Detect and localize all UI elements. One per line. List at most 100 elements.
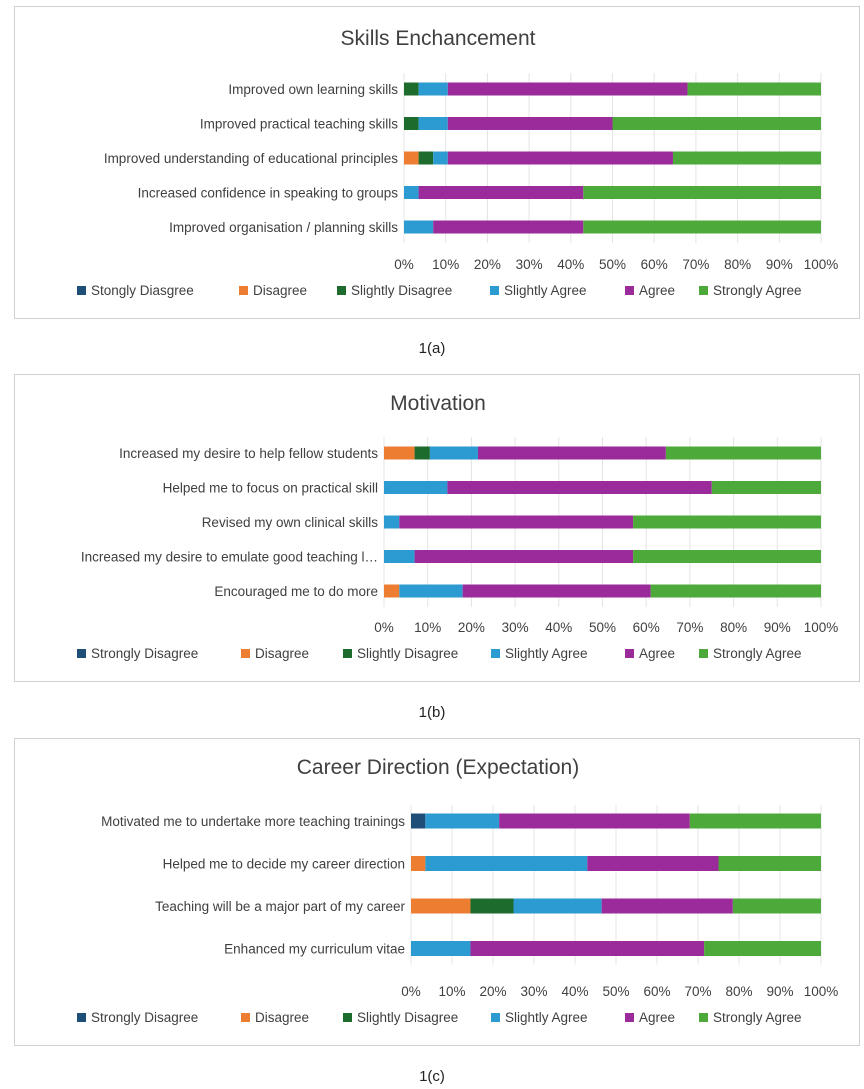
bar-segment-agree bbox=[447, 82, 688, 96]
x-tick-label: 60% bbox=[643, 984, 670, 999]
x-tick-label: 50% bbox=[602, 984, 629, 999]
x-tick-label: 80% bbox=[724, 257, 751, 272]
caption-1a: 1(a) bbox=[418, 340, 446, 357]
category-label: Revised my own clinical skills bbox=[202, 515, 379, 530]
x-tick-label: 20% bbox=[479, 984, 506, 999]
x-tick-label: 60% bbox=[641, 257, 668, 272]
bar-segment-disagree bbox=[404, 151, 419, 165]
x-tick-label: 40% bbox=[561, 984, 588, 999]
bar-segment-slightly-disagree bbox=[414, 446, 430, 460]
x-tick-label: 10% bbox=[432, 257, 459, 272]
x-tick-label: 10% bbox=[414, 620, 441, 635]
bar-segment-agree bbox=[601, 898, 733, 914]
category-label: Improved practical teaching skills bbox=[200, 117, 398, 132]
x-tick-label: 80% bbox=[725, 984, 752, 999]
category-label: Improved understanding of educational pr… bbox=[104, 151, 398, 166]
x-tick-label: 90% bbox=[766, 984, 793, 999]
legend-label: Slightly Agree bbox=[505, 1010, 588, 1025]
legend-swatch-agree bbox=[625, 286, 634, 295]
legend-label: Strongly Disagree bbox=[91, 1010, 198, 1025]
caption-1b: 1(b) bbox=[418, 704, 446, 721]
bar-segment-agree bbox=[433, 220, 584, 234]
chart-panel-motivation: Motivation Increased my desire to help fe… bbox=[14, 374, 860, 682]
category-label: Motivated me to undertake more teaching … bbox=[101, 814, 405, 829]
x-tick-label: 80% bbox=[720, 620, 747, 635]
x-tick-label: 0% bbox=[401, 984, 421, 999]
category-label: Increased my desire to emulate good teac… bbox=[81, 550, 378, 565]
x-tick-label: 0% bbox=[374, 620, 394, 635]
x-tick-label: 70% bbox=[684, 984, 711, 999]
bar-segment-strongly-agree bbox=[633, 550, 821, 563]
bar-segment-agree bbox=[470, 941, 705, 956]
chart-title: Skills Enchancement bbox=[341, 27, 536, 50]
bar-segment-strongly-agree bbox=[689, 813, 821, 829]
bar-segment-strongly-agree bbox=[612, 117, 821, 130]
legend-swatch-agree bbox=[625, 649, 634, 658]
legend-label: Strongly Agree bbox=[713, 283, 802, 298]
legend-label: Disagree bbox=[253, 283, 307, 298]
legend-label: Stongly Diasgree bbox=[91, 283, 194, 298]
x-tick-label: 20% bbox=[458, 620, 485, 635]
legend-label: Slightly Disagree bbox=[357, 1010, 458, 1025]
category-label: Improved own learning skills bbox=[228, 82, 398, 97]
bar-segment-strongly-agree bbox=[732, 898, 821, 914]
x-tick-label: 100% bbox=[804, 620, 839, 635]
bar-segment-slightly-agree bbox=[384, 550, 415, 563]
legend-swatch-slightly-agree bbox=[491, 649, 500, 658]
x-tick-label: 50% bbox=[599, 257, 626, 272]
legend-label: Slightly Disagree bbox=[351, 283, 452, 298]
x-tick-label: 100% bbox=[804, 257, 839, 272]
chart-motivation: Motivation Increased my desire to help fe… bbox=[77, 392, 839, 661]
legend-swatch-strongly-disagree bbox=[77, 649, 86, 658]
legend-swatch-slightly-disagree bbox=[343, 649, 352, 658]
legend-swatch-slightly-disagree bbox=[337, 286, 346, 295]
bar-segment-slightly-agree bbox=[513, 898, 602, 914]
x-tick-label: 40% bbox=[545, 620, 572, 635]
bar-segment-slightly-disagree bbox=[470, 898, 514, 914]
legend-label: Disagree bbox=[255, 646, 309, 661]
chart-panel-career: Career Direction (Expectation) Motivated … bbox=[14, 738, 860, 1046]
legend-label: Strongly Agree bbox=[713, 1010, 802, 1025]
x-tick-label: 70% bbox=[676, 620, 703, 635]
bar-segment-slightly-agree bbox=[384, 481, 448, 494]
bar-segment-slightly-agree bbox=[399, 584, 463, 598]
bar-segment-disagree bbox=[411, 856, 426, 871]
bar-segment-agree bbox=[399, 515, 634, 529]
bar-segment-slightly-disagree bbox=[404, 117, 419, 130]
bar-segment-strongly-agree bbox=[704, 941, 821, 956]
category-label: Enhanced my curriculum vitae bbox=[224, 942, 405, 957]
x-tick-label: 90% bbox=[764, 620, 791, 635]
bar-segment-slightly-agree bbox=[425, 856, 588, 871]
x-tick-label: 30% bbox=[520, 984, 547, 999]
bar-segment-strongly-agree bbox=[665, 446, 821, 460]
bar-segment-slightly-agree bbox=[425, 813, 500, 829]
legend-swatch-strongly-agree bbox=[699, 1013, 708, 1022]
category-label: Improved organisation / planning skills bbox=[169, 220, 398, 235]
bar-segment-strongly-agree bbox=[718, 856, 821, 871]
legend-label: Strongly Disagree bbox=[91, 646, 198, 661]
bar-segment-strongly-agree bbox=[583, 186, 821, 199]
x-tick-label: 100% bbox=[804, 984, 839, 999]
category-label: Increased confidence in speaking to grou… bbox=[138, 186, 399, 201]
bar-segment-slightly-agree bbox=[418, 82, 448, 96]
bar-segment-agree bbox=[414, 550, 634, 563]
legend-swatch-disagree bbox=[241, 649, 250, 658]
bar-segment-strongly-agree bbox=[687, 82, 821, 96]
chart-title: Motivation bbox=[390, 392, 486, 415]
legend-swatch-slightly-agree bbox=[491, 1013, 500, 1022]
legend-swatch-strongly-disagree bbox=[77, 1013, 86, 1022]
x-tick-label: 0% bbox=[394, 257, 414, 272]
legend-swatch-disagree bbox=[241, 1013, 250, 1022]
bar-segment-agree bbox=[499, 813, 690, 829]
bar-segment-slightly-agree bbox=[433, 151, 448, 165]
bar-segment-disagree bbox=[384, 446, 415, 460]
bar-segment-strongly-agree bbox=[633, 515, 821, 529]
x-tick-label: 10% bbox=[438, 984, 465, 999]
legend-swatch-strongly-agree bbox=[699, 286, 708, 295]
legend-label: Strongly Agree bbox=[713, 646, 802, 661]
legend-label: Agree bbox=[639, 283, 675, 298]
chart-skills-enhancement: Skills Enchancement Improved own learning… bbox=[77, 27, 839, 298]
bar-segment-disagree bbox=[411, 898, 471, 914]
bar-segment-strongly-agree bbox=[711, 481, 821, 494]
x-tick-label: 90% bbox=[766, 257, 793, 272]
